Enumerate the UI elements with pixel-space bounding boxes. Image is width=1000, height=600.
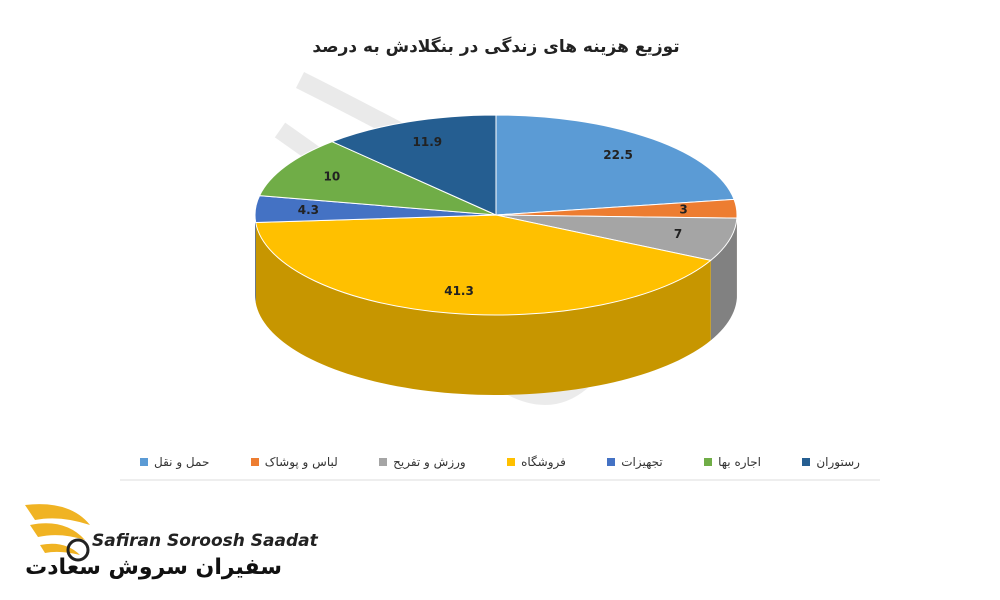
legend-swatch [250,458,259,466]
legend-item: حمل و نقل [140,455,209,469]
slice-side [255,215,256,303]
legend-swatch [704,458,713,466]
legend-label: حمل و نقل [154,455,210,469]
legend-swatch [607,458,616,466]
slice [255,214,712,316]
data-label: 7 [674,227,682,241]
legend-item: رستوران [802,455,860,469]
legend-item: فروشگاه [507,455,566,469]
legend-swatch [802,458,811,466]
legend-item: اجاره بها [704,455,761,469]
legend-label: اجاره بها [718,455,761,469]
logo: Safiran Soroosh Saadat سفیران سروش سعادت [25,504,319,580]
legend: حمل و نقل لباس و پوشاک ورزش و تفریح فروشگاه… [140,455,860,469]
chart-title: توزیع هزینه های زندگی در بنگلادش به درصد [312,36,679,57]
legend-item: لباس و پوشاک [250,455,338,469]
legend-label: ورزش و تفریح [393,455,466,469]
legend-item: ورزش و تفریح [379,455,466,469]
legend-swatch [379,458,388,466]
data-label: 41.3 [444,284,474,298]
slice [495,214,738,261]
legend-item: تجهیزات [607,455,663,469]
legend-label: تجهیزات [621,455,663,469]
slice [330,114,497,216]
logo-mark [66,538,90,562]
logo-latin: Safiran Soroosh Saadat [92,531,319,551]
data-label: 22.5 [603,148,633,162]
pie: 22.5 3 7 41.3 4.3 10 11.9 [254,114,738,395]
legend-swatch [140,458,148,466]
legend-label: فروشگاه [521,455,566,469]
legend-swatch [507,458,516,466]
data-label: 4.3 [298,203,319,217]
data-label: 11.9 [413,135,443,149]
legend-label: رستوران [816,455,860,469]
legend-label: لباس و پوشاک [264,455,338,469]
data-label: 10 [323,169,340,183]
logo-wing [25,504,90,555]
data-label: 3 [679,203,687,217]
slice-side [710,218,737,341]
slice [495,114,735,216]
slice [258,141,497,216]
logo-persian: سفیران سروش سعادت [25,555,282,580]
slice-side [255,222,711,395]
